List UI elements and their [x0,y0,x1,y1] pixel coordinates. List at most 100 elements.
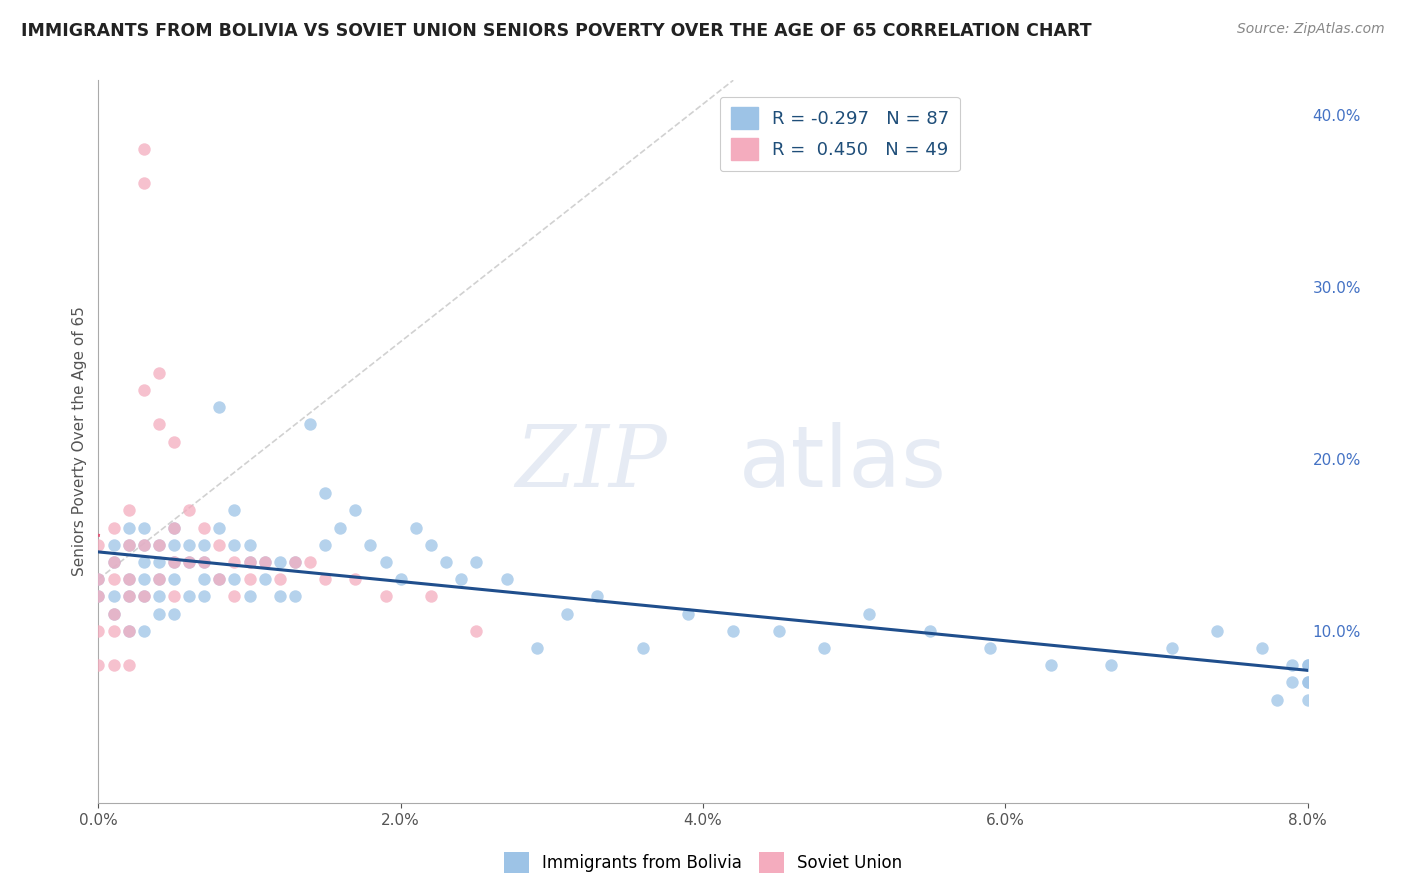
Point [239,538,262,552]
Point [495,572,517,586]
Point [118,590,141,604]
Point [420,538,443,552]
Point [118,520,141,534]
Point [253,555,276,569]
Point [465,624,488,638]
Point [389,572,412,586]
Point [299,417,322,432]
Point [1206,624,1229,638]
Point [979,640,1001,655]
Point [420,590,443,604]
Point [118,658,141,673]
Point [87,572,110,586]
Point [224,503,246,517]
Point [360,538,382,552]
Point [118,572,141,586]
Point [1267,692,1289,706]
Point [208,520,231,534]
Point [87,538,110,552]
Point [179,590,201,604]
Point [148,607,170,621]
Text: ZIP: ZIP [515,422,666,505]
Point [103,590,125,604]
Point [163,520,186,534]
Point [132,383,155,397]
Point [1296,692,1319,706]
Point [239,590,262,604]
Point [103,538,125,552]
Point [1296,675,1319,690]
Point [179,538,201,552]
Point [163,538,186,552]
Point [344,572,367,586]
Point [224,555,246,569]
Point [1296,658,1319,673]
Point [631,640,654,655]
Point [314,572,336,586]
Point [434,555,457,569]
Point [208,400,231,414]
Point [193,590,215,604]
Point [676,607,699,621]
Point [103,624,125,638]
Point [253,555,276,569]
Point [526,640,548,655]
Point [148,572,170,586]
Point [163,590,186,604]
Point [179,503,201,517]
Point [465,555,488,569]
Point [103,555,125,569]
Point [132,590,155,604]
Point [1296,658,1319,673]
Point [132,538,155,552]
Point [163,607,186,621]
Point [269,555,291,569]
Point [224,590,246,604]
Point [239,555,262,569]
Point [132,177,155,191]
Point [269,572,291,586]
Point [163,434,186,449]
Point [344,503,367,517]
Point [314,538,336,552]
Point [132,520,155,534]
Y-axis label: Seniors Poverty Over the Age of 65: Seniors Poverty Over the Age of 65 [72,307,87,576]
Point [813,640,835,655]
Point [1296,675,1319,690]
Point [148,538,170,552]
Point [103,572,125,586]
Point [87,572,110,586]
Point [284,555,307,569]
Point [148,555,170,569]
Point [450,572,472,586]
Point [193,555,215,569]
Point [148,590,170,604]
Point [132,538,155,552]
Point [284,590,307,604]
Point [193,555,215,569]
Point [87,590,110,604]
Point [132,142,155,156]
Point [118,572,141,586]
Point [1281,658,1303,673]
Point [555,607,578,621]
Point [148,572,170,586]
Point [208,538,231,552]
Point [118,624,141,638]
Point [148,538,170,552]
Point [723,624,745,638]
Point [193,538,215,552]
Point [314,486,336,500]
Point [284,555,307,569]
Point [163,572,186,586]
Point [193,520,215,534]
Point [118,503,141,517]
Point [1281,675,1303,690]
Point [132,555,155,569]
Point [87,590,110,604]
Text: Source: ZipAtlas.com: Source: ZipAtlas.com [1237,22,1385,37]
Point [224,572,246,586]
Point [253,572,276,586]
Point [87,624,110,638]
Text: IMMIGRANTS FROM BOLIVIA VS SOVIET UNION SENIORS POVERTY OVER THE AGE OF 65 CORRE: IMMIGRANTS FROM BOLIVIA VS SOVIET UNION … [21,22,1091,40]
